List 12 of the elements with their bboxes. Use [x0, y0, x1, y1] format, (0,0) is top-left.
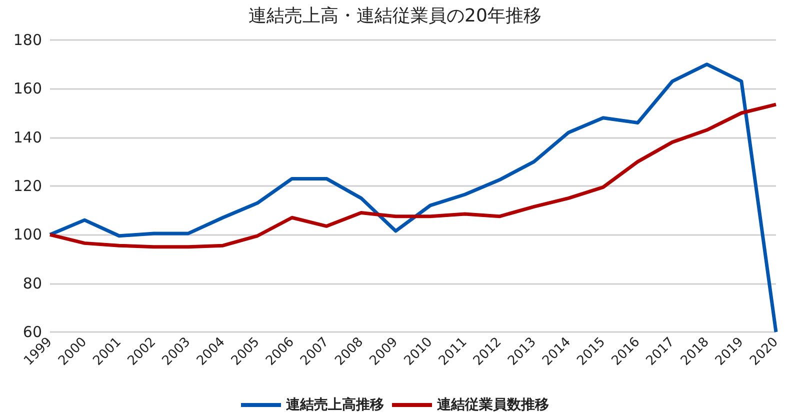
y-tick-label: 60 [22, 323, 42, 341]
legend-label: 連結従業員数推移 [436, 397, 549, 413]
y-tick-label: 140 [13, 128, 42, 146]
y-tick-label: 180 [13, 31, 42, 49]
y-tick-label: 160 [13, 80, 42, 98]
y-tick-label: 120 [13, 177, 42, 195]
y-tick-label: 80 [22, 274, 42, 292]
line-series [48, 102, 778, 249]
chart-title: 連結売上高・連結従業員の20年推移 [248, 6, 542, 26]
y-tick-label: 100 [13, 226, 42, 244]
line-series [48, 62, 778, 334]
legend-label: 連結売上高推移 [285, 396, 384, 413]
